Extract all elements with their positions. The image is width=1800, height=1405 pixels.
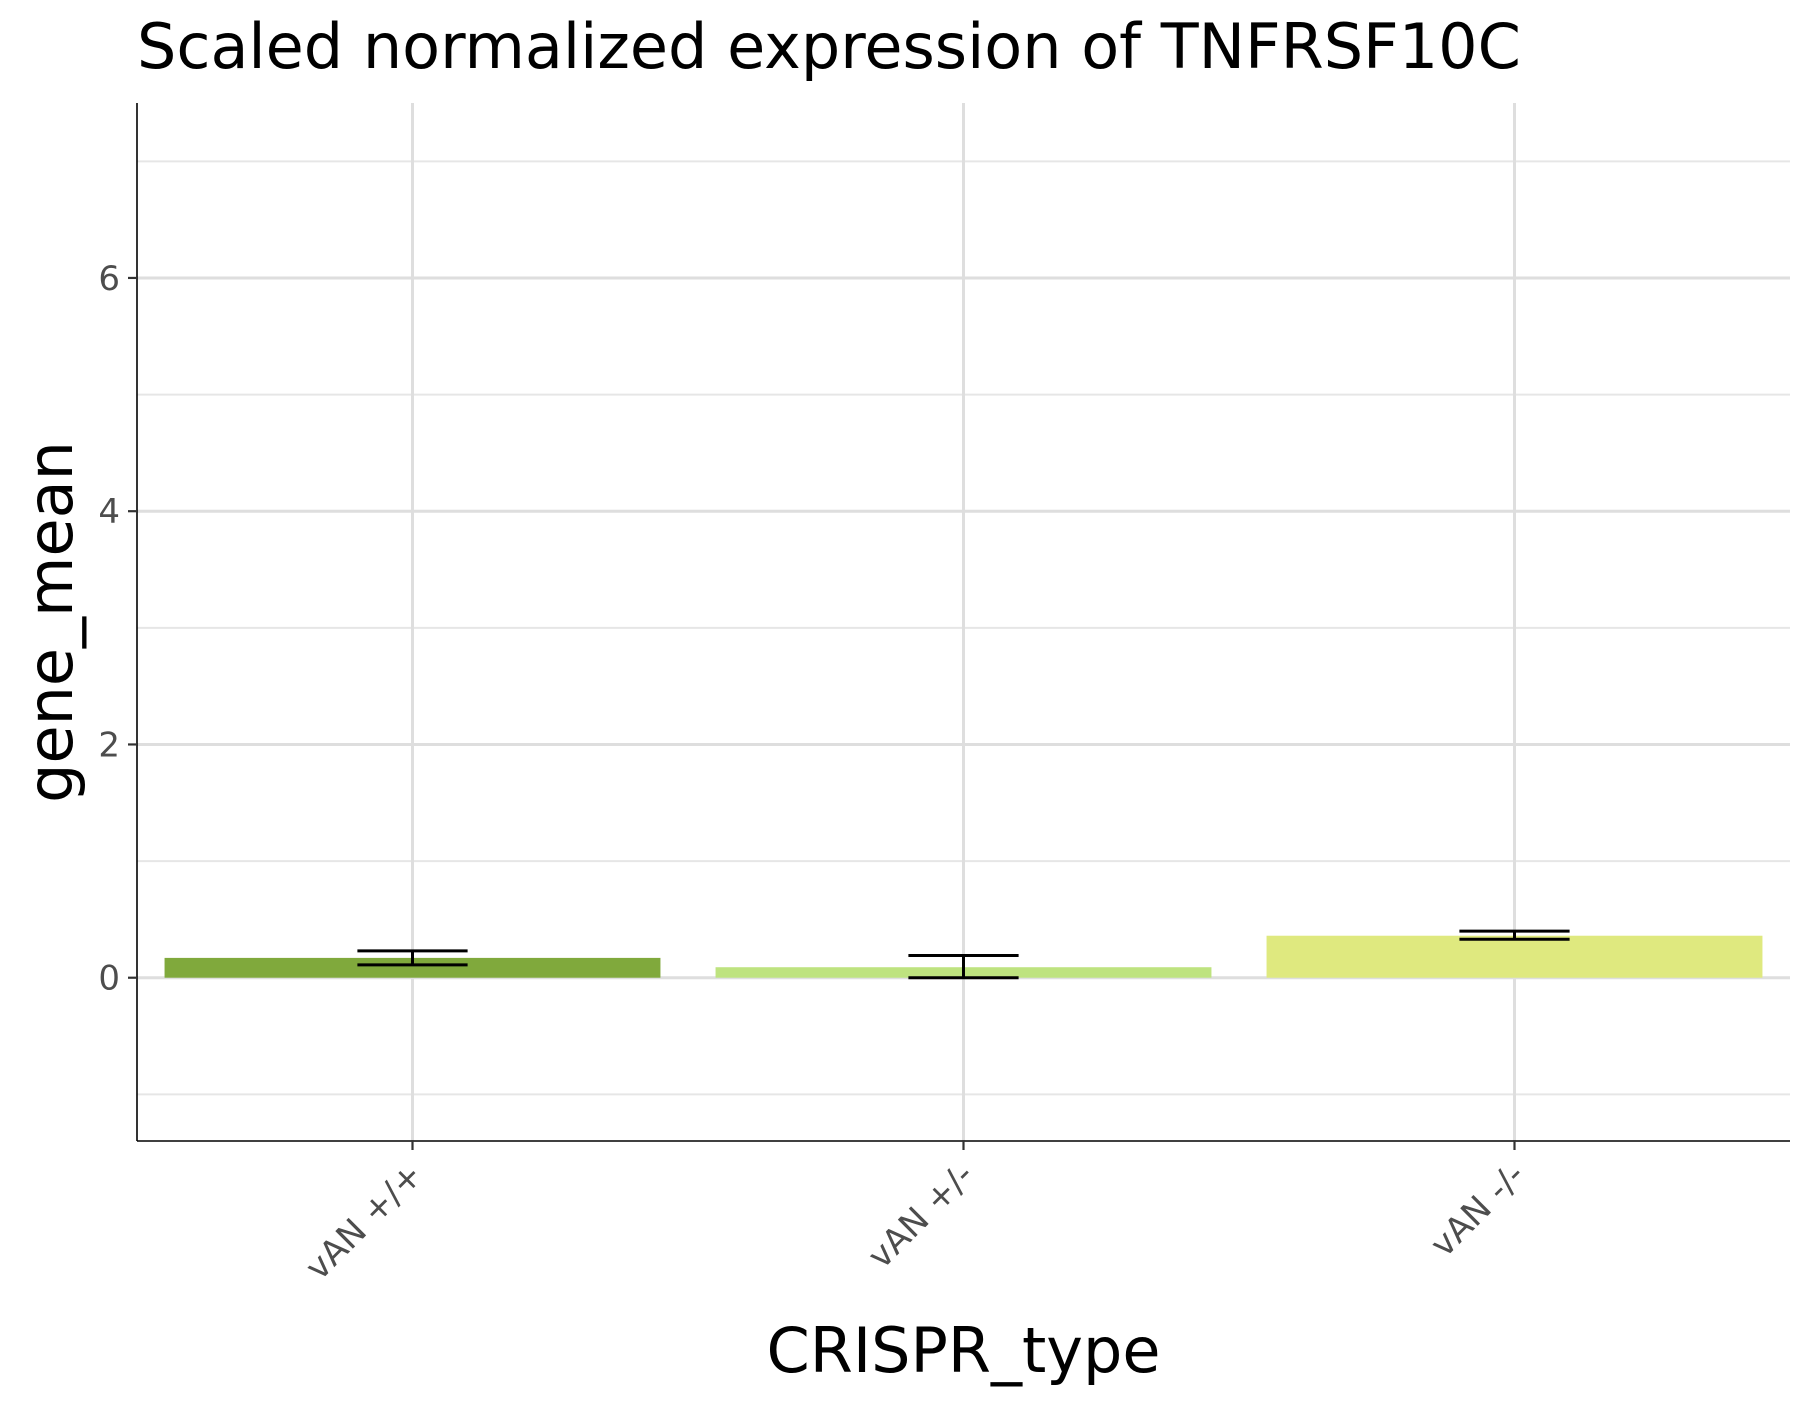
x-axis-title: CRISPR_type	[767, 1314, 1161, 1387]
x-tick-label: vAN +/+	[298, 1155, 431, 1288]
chart-title: Scaled normalized expression of TNFRSF10…	[137, 10, 1521, 83]
y-tick-label: 2	[98, 725, 120, 765]
error-bars	[357, 929, 1570, 980]
bar-3	[1266, 935, 1763, 978]
y-tick-label: 6	[98, 259, 120, 299]
x-tick-label: vAN +/-	[860, 1155, 982, 1277]
y-axis-title: gene_mean	[14, 441, 87, 803]
grid	[137, 103, 1790, 1141]
y-tick-label: 4	[98, 492, 120, 532]
y-tick-label: 0	[98, 959, 120, 999]
x-tick-label: vAN -/-	[1423, 1155, 1533, 1265]
axes	[128, 103, 1790, 1150]
tick-labels: 0 2 4 6 vAN +/+ vAN +/- vAN -/-	[98, 259, 1533, 1288]
bar-1	[164, 957, 661, 978]
